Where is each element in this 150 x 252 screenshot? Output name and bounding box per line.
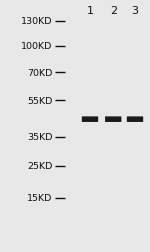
FancyBboxPatch shape (82, 117, 98, 122)
Text: 100KD: 100KD (21, 42, 52, 51)
Text: 15KD: 15KD (27, 193, 52, 202)
Text: 2: 2 (110, 6, 117, 16)
Text: 130KD: 130KD (21, 17, 52, 26)
Text: 35KD: 35KD (27, 133, 52, 142)
FancyBboxPatch shape (127, 117, 143, 122)
Text: 70KD: 70KD (27, 69, 52, 78)
Text: 1: 1 (87, 6, 93, 16)
Text: 3: 3 (132, 6, 138, 16)
Text: 55KD: 55KD (27, 96, 52, 105)
FancyBboxPatch shape (105, 117, 122, 122)
Text: 25KD: 25KD (27, 162, 52, 171)
